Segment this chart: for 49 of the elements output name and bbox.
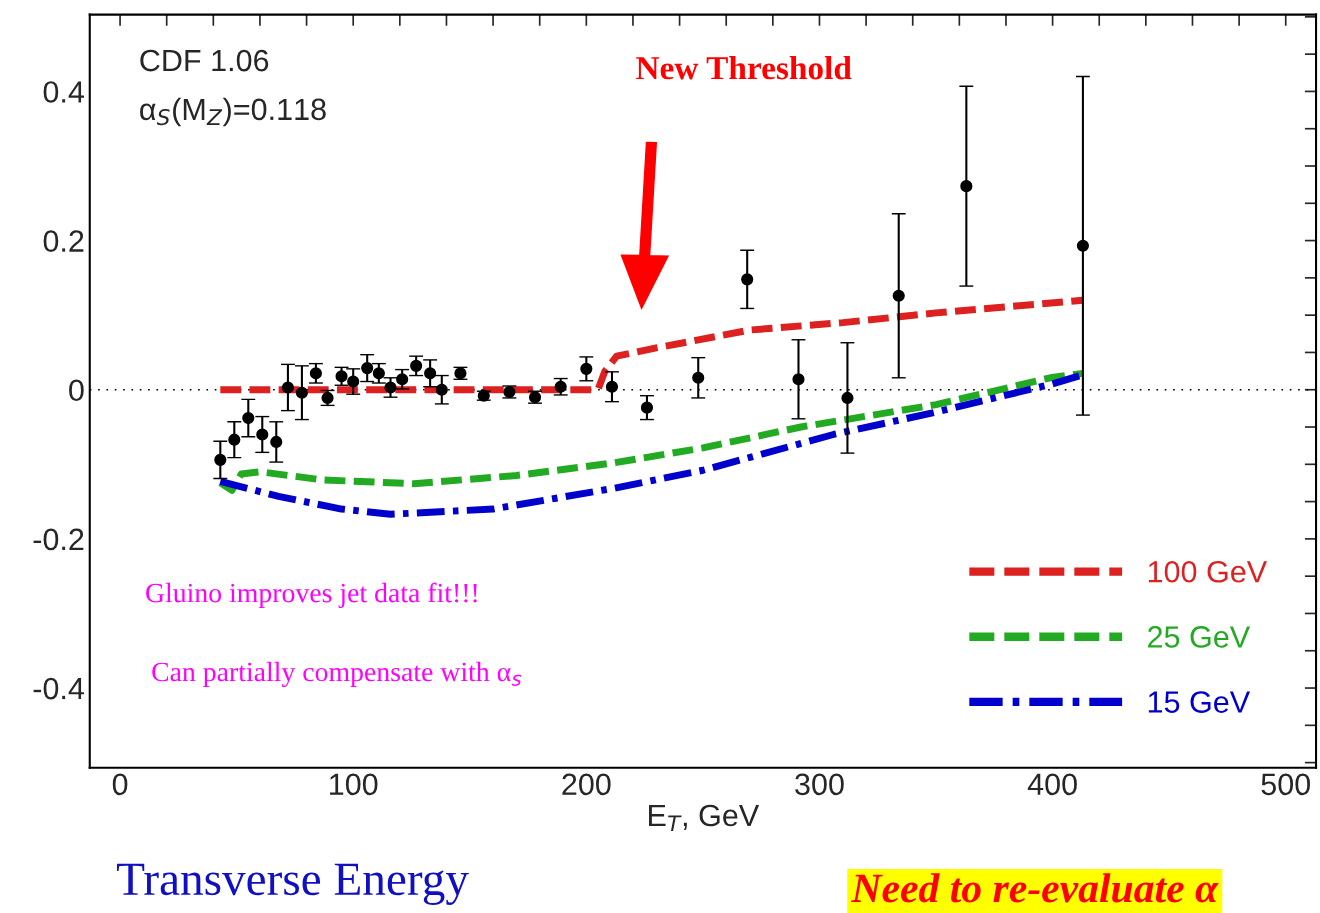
point: [792, 373, 805, 386]
point: [692, 371, 705, 384]
point: [242, 411, 255, 425]
point: [410, 359, 423, 372]
legend-label: 100 GeV: [1148, 560, 1268, 583]
point: [281, 381, 294, 394]
annotation: Gluino improves jet data fit!!!: [146, 582, 477, 609]
point: [228, 433, 241, 446]
annotation: α$_{S}$(M$_{Z}$)=0.118: [140, 97, 326, 127]
y-tick-label: 0.2: [43, 230, 84, 252]
point: [424, 367, 437, 380]
point: [892, 289, 905, 302]
y-tick-label: -0.4: [33, 677, 85, 700]
legend-label: 15 GeV: [1148, 691, 1251, 713]
point: [384, 381, 397, 394]
point: [640, 401, 654, 414]
x-tick-label: 500: [1261, 773, 1311, 796]
point: [605, 380, 619, 393]
point: [295, 386, 308, 399]
x-tick-label: 100: [330, 773, 378, 796]
point: [347, 375, 360, 388]
point: [214, 453, 227, 466]
y-tick-label: 0.4: [43, 81, 85, 103]
point: [580, 362, 593, 375]
point: [309, 367, 322, 380]
text: Need to re-evaluate α: [851, 873, 1219, 903]
x-tick-label: 200: [562, 773, 611, 796]
point: [256, 428, 269, 441]
y-tick-label: -0.2: [33, 528, 84, 551]
point: [1076, 239, 1089, 252]
point: [335, 370, 348, 383]
x-axis-title: E$_{T}$, GeV: [649, 804, 760, 832]
point: [361, 362, 374, 375]
point: [741, 273, 754, 286]
point: [435, 383, 448, 396]
x-tick-label: 300: [795, 773, 844, 796]
annotation: Can partially compensate with α$_{s}$: [152, 661, 522, 688]
annotation: New Threshold: [636, 55, 852, 80]
annotation: CDF 1.06: [140, 49, 269, 72]
x-tick-label: 400: [1027, 773, 1077, 796]
point: [372, 367, 385, 380]
x-tick-label: 0: [112, 773, 128, 796]
y-tick-label: 0: [69, 379, 84, 402]
point: [396, 373, 409, 386]
point: [960, 180, 973, 193]
point: [841, 391, 854, 405]
legend-label: 25 GeV: [1148, 626, 1251, 648]
point: [270, 435, 283, 449]
text: Transverse Energy: [117, 863, 469, 905]
